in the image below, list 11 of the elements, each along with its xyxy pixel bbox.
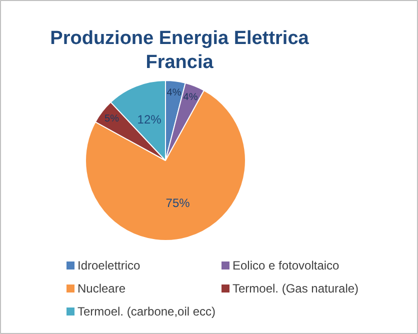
legend-label: Idroelettrico	[78, 258, 141, 272]
data-label: 4%	[183, 92, 198, 103]
legend-label: Termoel. (Gas naturale)	[232, 282, 359, 296]
legend-label: Termoel. (carbone,oil ecc)	[78, 304, 216, 318]
data-label: 75%	[166, 196, 190, 210]
data-label: 12%	[137, 112, 162, 127]
legend-label: Nucleare	[78, 282, 126, 296]
data-label: 5%	[104, 113, 120, 124]
data-label: 4%	[166, 88, 182, 99]
chart-title: Produzione Energia Elettrica Francia	[50, 28, 310, 73]
legend-label: Eolico e fotovoltaico	[232, 258, 340, 272]
